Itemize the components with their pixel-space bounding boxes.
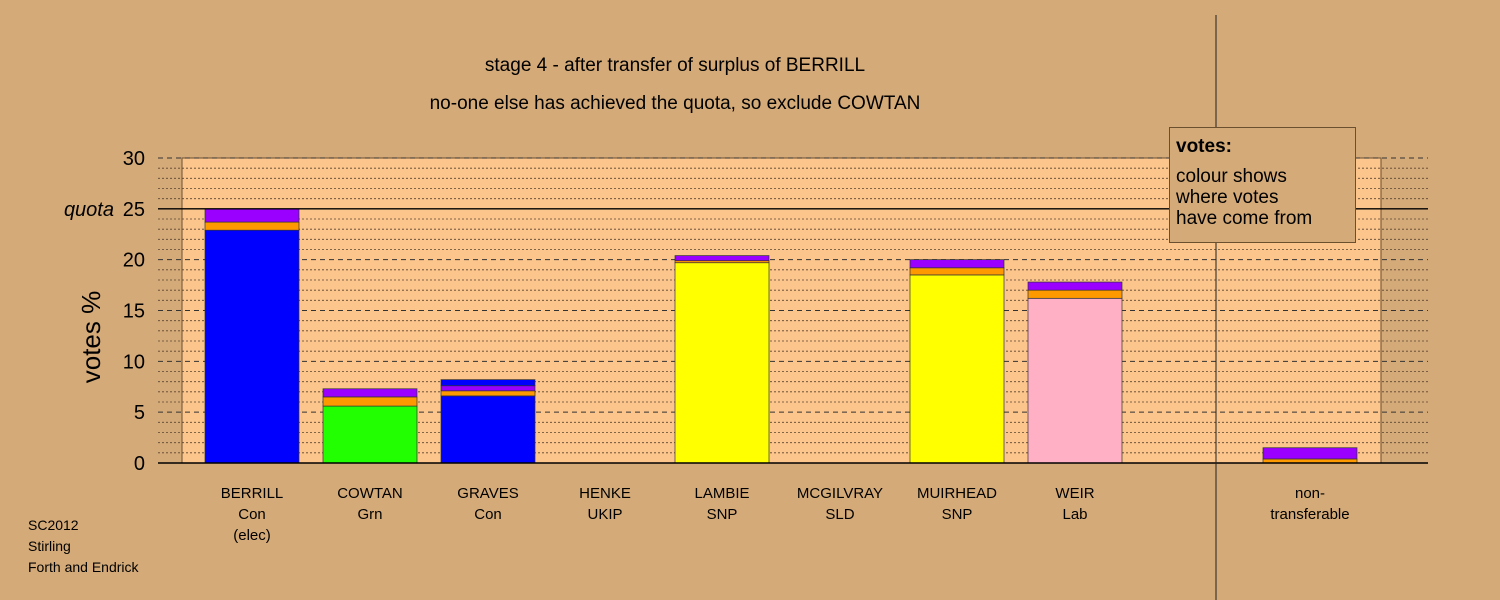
- bar-segment: [1027, 289, 1123, 299]
- chart-title: stage 4 - after transfer of surplus of B…: [484, 55, 866, 76]
- y-tick-label: 25: [123, 199, 145, 221]
- bar-segment: [909, 259, 1005, 269]
- x-tick-label: GRAVES: [457, 485, 518, 502]
- legend: votes: colour shows where votes have com…: [1169, 127, 1356, 243]
- x-tick-label: SNP: [942, 506, 973, 523]
- x-tick-label: COWTAN: [337, 485, 403, 502]
- bar-segment: [909, 267, 1005, 276]
- x-tick-label: Con: [474, 506, 502, 523]
- x-tick-label: Con: [238, 506, 266, 523]
- legend-line: colour shows: [1176, 166, 1287, 187]
- y-tick-label: 30: [123, 148, 145, 170]
- quota-label: quota: [64, 199, 114, 221]
- x-tick-label: MUIRHEAD: [917, 485, 997, 502]
- x-tick-label: Grn: [357, 506, 382, 523]
- bar-segment: [204, 229, 300, 464]
- bar-segment: [674, 255, 770, 262]
- bar-segment: [909, 274, 1005, 464]
- bar-segment: [204, 208, 300, 223]
- x-tick-label: BERRILL: [221, 485, 284, 502]
- y-tick-label: 20: [123, 250, 145, 272]
- footer-election: SC2012: [28, 517, 79, 533]
- bar-segment: [322, 388, 418, 398]
- legend-title: votes:: [1176, 136, 1232, 157]
- footer-ward: Forth and Endrick: [28, 559, 139, 575]
- y-tick-label: 10: [123, 351, 145, 373]
- x-tick-label: HENKE: [579, 485, 631, 502]
- x-tick-label: UKIP: [587, 506, 622, 523]
- chart-subtitle: no-one else has achieved the quota, so e…: [429, 93, 921, 114]
- y-tick-label: 15: [123, 301, 145, 323]
- bar-segment: [440, 385, 536, 392]
- x-tick-label: LAMBIE: [694, 485, 749, 502]
- bar-segment: [204, 221, 300, 231]
- x-tick-label: MCGILVRAY: [797, 485, 883, 502]
- x-tick-label: transferable: [1270, 506, 1349, 523]
- bar-segment: [322, 396, 418, 407]
- footer-council: Stirling: [28, 538, 71, 554]
- bar-segment: [440, 379, 536, 387]
- y-tick-label: 0: [134, 453, 145, 475]
- bar-segment: [1027, 281, 1123, 291]
- x-tick-label: non-: [1295, 485, 1325, 502]
- footer: SC2012 Stirling Forth and Endrick: [28, 515, 139, 578]
- y-tick-label: 5: [134, 402, 145, 424]
- y-axis-label: votes %: [76, 291, 106, 384]
- x-tick-label: (elec): [233, 527, 271, 544]
- bar-segment: [1027, 297, 1123, 464]
- bar-segment: [1262, 447, 1358, 460]
- bar-segment: [322, 405, 418, 464]
- x-tick-label: WEIR: [1055, 485, 1094, 502]
- x-tick-label: SLD: [825, 506, 854, 523]
- x-tick-label: SNP: [707, 506, 738, 523]
- x-tick-label: Lab: [1062, 506, 1087, 523]
- legend-line: have come from: [1176, 208, 1313, 229]
- legend-line: where votes: [1176, 187, 1279, 208]
- bar-segment: [674, 262, 770, 464]
- bar-segment: [440, 395, 536, 464]
- bar-segment: [440, 390, 536, 397]
